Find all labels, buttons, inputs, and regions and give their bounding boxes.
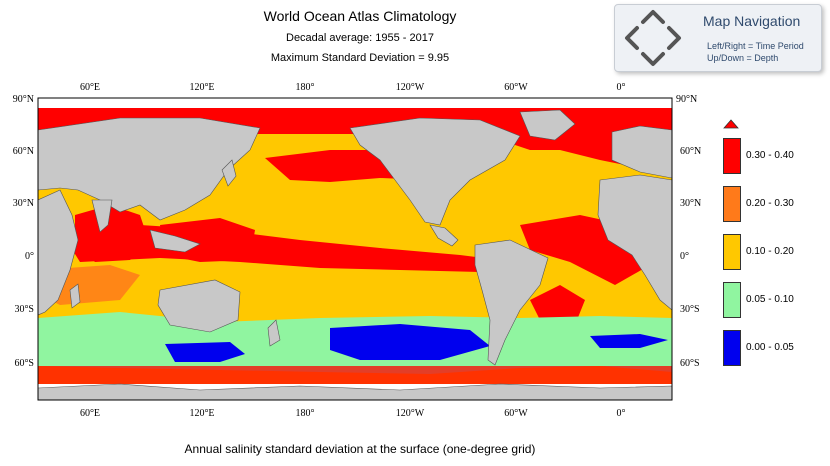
south-indian-lowest <box>165 342 245 362</box>
map-subtitle-max-std: Maximum Standard Deviation = 9.95 <box>270 52 450 64</box>
legend-label-0: 0.30 - 0.40 <box>746 150 794 161</box>
left-label-30s: 30°S <box>14 304 34 315</box>
nav-hint-left-right: Left/Right = Time Period <box>707 41 804 51</box>
right-label-0: 0° <box>680 251 689 262</box>
bottom-label-120w: 120°W <box>396 408 425 419</box>
legend-swatch-0 <box>723 138 741 174</box>
legend-swatch-4 <box>723 330 741 366</box>
left-label-60n: 60°N <box>13 146 34 157</box>
legend-label-4: 0.00 - 0.05 <box>746 342 794 353</box>
legend-label-3: 0.05 - 0.10 <box>746 294 794 305</box>
bottom-label-180: 180° <box>296 408 315 419</box>
right-label-60n: 60°N <box>680 146 701 157</box>
indian-ocean-north-high <box>75 205 150 262</box>
right-label-60s: 60°S <box>680 358 700 369</box>
bottom-label-0: 0° <box>617 408 626 419</box>
bottom-label-60e: 60°E <box>80 408 100 419</box>
nav-hint-up-down: Up/Down = Depth <box>707 53 779 63</box>
land-masses <box>38 109 672 400</box>
top-label-60e: 60°E <box>80 82 100 93</box>
right-label-90n: 90°N <box>676 94 697 105</box>
map-navigation-panel[interactable]: Map Navigation Left/Right = Time Period … <box>614 4 822 72</box>
left-label-0: 0° <box>25 251 34 262</box>
right-label-30s: 30°S <box>680 304 700 315</box>
top-label-180: 180° <box>296 82 315 93</box>
bottom-label-60w: 60°W <box>504 408 528 419</box>
top-label-120w: 120°W <box>396 82 425 93</box>
legend-swatch-1 <box>723 186 741 222</box>
south-pacific-lowest <box>330 324 490 360</box>
map-frame <box>37 97 673 401</box>
legend-label-1: 0.20 - 0.30 <box>746 198 794 209</box>
legend-swatch-2 <box>723 234 741 270</box>
legend-overflow-triangle-icon <box>723 119 739 129</box>
left-label-30n: 30°N <box>13 198 34 209</box>
legend-label-2: 0.10 - 0.20 <box>746 246 794 257</box>
top-label-120e: 120°E <box>189 82 214 93</box>
antarctic-high-strip <box>38 366 672 386</box>
left-label-60s: 60°S <box>14 358 34 369</box>
left-label-90n: 90°N <box>13 94 34 105</box>
top-label-60w: 60°W <box>504 82 528 93</box>
right-label-30n: 30°N <box>680 198 701 209</box>
top-label-0: 0° <box>617 82 626 93</box>
map-caption: Annual salinity standard deviation at th… <box>184 442 536 456</box>
bottom-label-120e: 120°E <box>189 408 214 419</box>
nav-title: Map Navigation <box>703 13 801 29</box>
legend-swatch-3 <box>723 282 741 318</box>
arctic-missing-data <box>38 98 672 110</box>
map-title: World Ocean Atlas Climatology <box>263 8 457 24</box>
four-way-arrows-icon[interactable] <box>623 8 683 68</box>
south-atlantic-lowest <box>590 334 668 348</box>
map-subtitle-period: Decadal average: 1955 - 2017 <box>286 32 434 44</box>
